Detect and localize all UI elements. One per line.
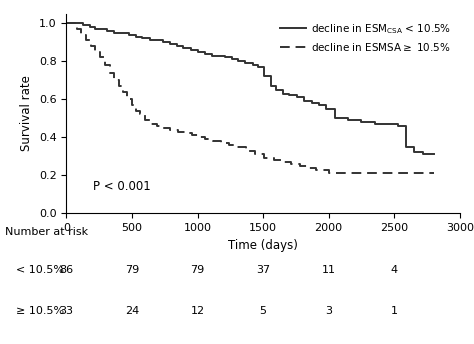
Text: 5: 5: [260, 306, 266, 316]
Text: 86: 86: [59, 265, 73, 275]
Text: 24: 24: [125, 306, 139, 316]
Text: 11: 11: [322, 265, 336, 275]
Text: P < 0.001: P < 0.001: [92, 181, 150, 193]
Text: 12: 12: [191, 306, 205, 316]
Text: ≥ 10.5%: ≥ 10.5%: [16, 306, 64, 316]
Text: 37: 37: [256, 265, 270, 275]
Y-axis label: Survival rate: Survival rate: [20, 76, 33, 151]
Text: < 10.5%: < 10.5%: [16, 265, 64, 275]
Text: Number at risk: Number at risk: [5, 227, 88, 237]
Text: 4: 4: [391, 265, 398, 275]
Text: 1: 1: [391, 306, 398, 316]
Text: 33: 33: [59, 306, 73, 316]
Text: 79: 79: [125, 265, 139, 275]
Text: 79: 79: [191, 265, 205, 275]
X-axis label: Time (days): Time (days): [228, 238, 298, 251]
Text: 3: 3: [325, 306, 332, 316]
Legend: decline in ESM$_{\mathregular{CSA}}$ < 10.5%, decline in ESMSA$\geq$ 10.5%: decline in ESM$_{\mathregular{CSA}}$ < 1…: [277, 19, 455, 56]
